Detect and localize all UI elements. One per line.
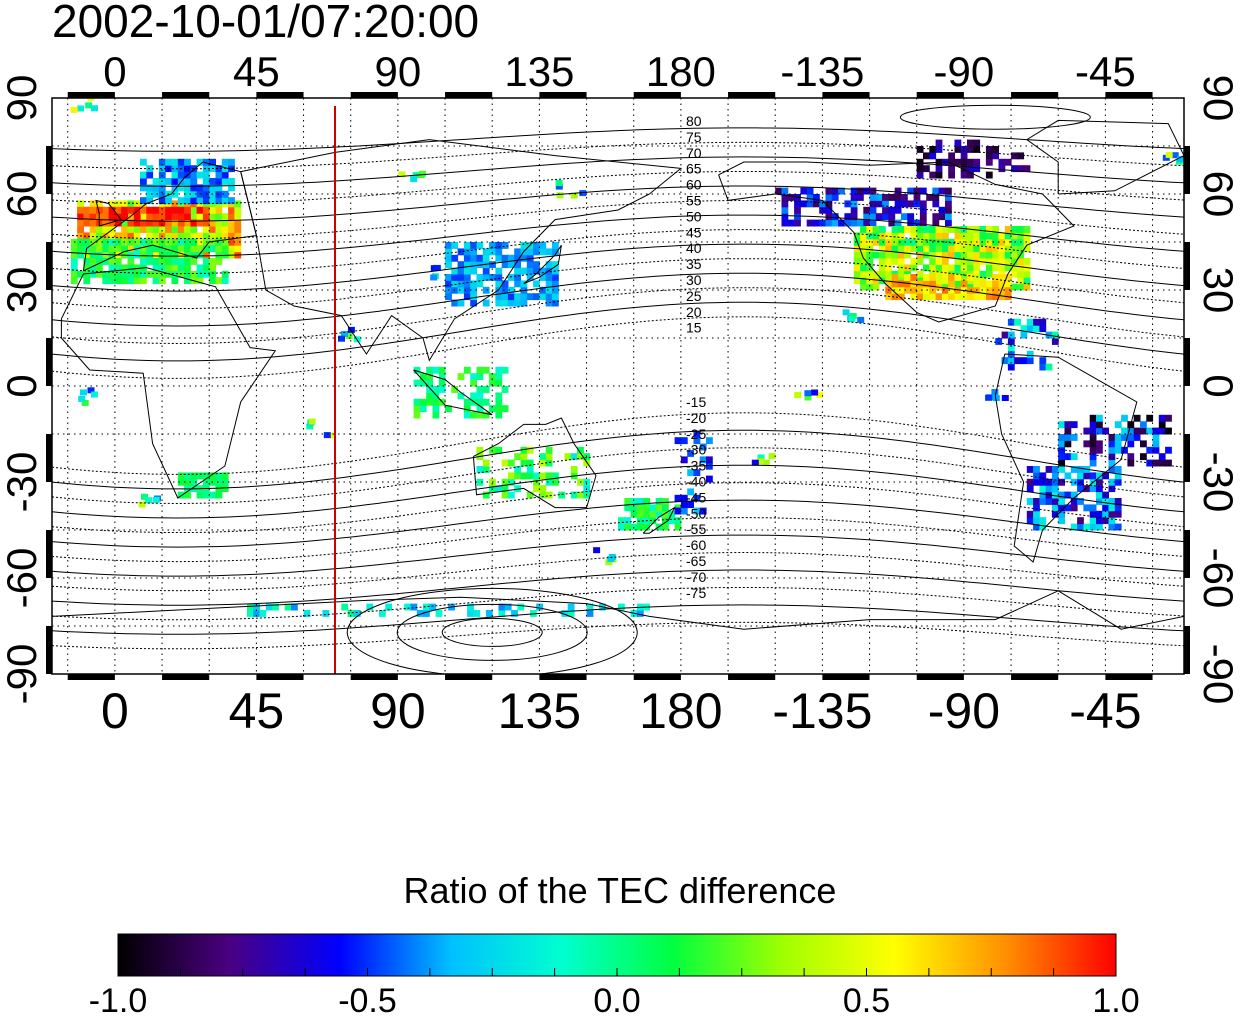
lon-tick-label-bottom: 90: [370, 683, 426, 739]
map-axes: 0045459090135135180180-135-135-90-90-45-…: [0, 48, 1240, 739]
contour-label: -75: [686, 585, 706, 601]
lat-tick-label-right: -60: [1195, 548, 1240, 609]
lat-tick-label-right: -90: [1195, 644, 1240, 705]
lat-tick-label-left: 30: [0, 267, 45, 314]
contour-label: -20: [686, 410, 706, 426]
contour-label: 65: [686, 161, 702, 177]
colorbar-label: -1.0: [88, 982, 148, 1020]
lon-tick-label-bottom: 180: [639, 683, 722, 739]
contour-label: 25: [686, 288, 702, 304]
lat-tick-label-left: -30: [0, 452, 45, 513]
contour-label: 60: [686, 177, 702, 193]
lon-tick-label-bottom: 135: [498, 683, 581, 739]
lon-tick-label-top: 0: [103, 48, 126, 95]
contour-label: -25: [686, 426, 706, 442]
map-grid: [52, 98, 1184, 674]
lat-tick-label-right: 30: [1195, 267, 1240, 314]
colorbar-ticks: [179, 968, 1055, 976]
lat-tick-label-right: 90: [1195, 75, 1240, 122]
lat-tick-label-left: -90: [0, 644, 45, 705]
contour-label: 80: [686, 113, 702, 129]
contour-label: 75: [686, 129, 702, 145]
contour-label: -15: [686, 394, 706, 410]
lat-tick-label-left: -60: [0, 548, 45, 609]
lon-tick-label-bottom: -90: [928, 683, 1000, 739]
lat-tick-label-right: 0: [1195, 374, 1240, 397]
colorbar-label: 1.0: [1092, 982, 1140, 1020]
lon-tick-label-bottom: 0: [101, 683, 129, 739]
contour-label: 30: [686, 272, 702, 288]
colorbar-title: Ratio of the TEC difference: [403, 870, 837, 911]
lon-tick-label-bottom: 45: [229, 683, 285, 739]
contour-label: 70: [686, 145, 702, 161]
contour-label: 55: [686, 193, 702, 209]
tec-data-layer: [70, 98, 1184, 617]
contour-label: 20: [686, 304, 702, 320]
lon-tick-label-top: 135: [504, 48, 574, 95]
contour-label: -50: [686, 505, 706, 521]
lon-tick-label-top: -135: [780, 48, 864, 95]
contour-label: -70: [686, 569, 706, 585]
map-title: 2002-10-01/07:20:00: [52, 0, 480, 47]
contour-lines: [52, 104, 1184, 674]
contour-label: 15: [686, 320, 702, 336]
lat-tick-label-left: 0: [0, 374, 45, 397]
lat-tick-label-left: 60: [0, 171, 45, 218]
lat-tick-label-left: 90: [0, 75, 45, 122]
lat-tick-label-right: -30: [1195, 452, 1240, 513]
contour-label: -40: [686, 474, 706, 490]
contour-label: -65: [686, 553, 706, 569]
lon-tick-label-top: -45: [1075, 48, 1136, 95]
contour-label: -30: [686, 442, 706, 458]
colorbar-label: -0.5: [338, 982, 397, 1020]
contour-label: -35: [686, 458, 706, 474]
lon-tick-label-top: -90: [934, 48, 995, 95]
contour-label: -60: [686, 537, 706, 553]
contour-label: 50: [686, 208, 702, 224]
contour-label: -55: [686, 521, 706, 537]
contour-label: 40: [686, 240, 702, 256]
colorbar-label: 0.5: [842, 982, 891, 1020]
lon-tick-label-top: 90: [375, 48, 422, 95]
lat-tick-label-right: 60: [1195, 171, 1240, 218]
lon-tick-label-bottom: -45: [1069, 683, 1141, 739]
colorbar-label: 0.0: [593, 982, 641, 1020]
lon-tick-label-top: 180: [646, 48, 716, 95]
contour-label: 35: [686, 256, 702, 272]
contour-label: 45: [686, 224, 702, 240]
lon-tick-label-bottom: -135: [772, 683, 872, 739]
contour-label: -45: [686, 489, 706, 505]
lon-tick-label-top: 45: [233, 48, 280, 95]
